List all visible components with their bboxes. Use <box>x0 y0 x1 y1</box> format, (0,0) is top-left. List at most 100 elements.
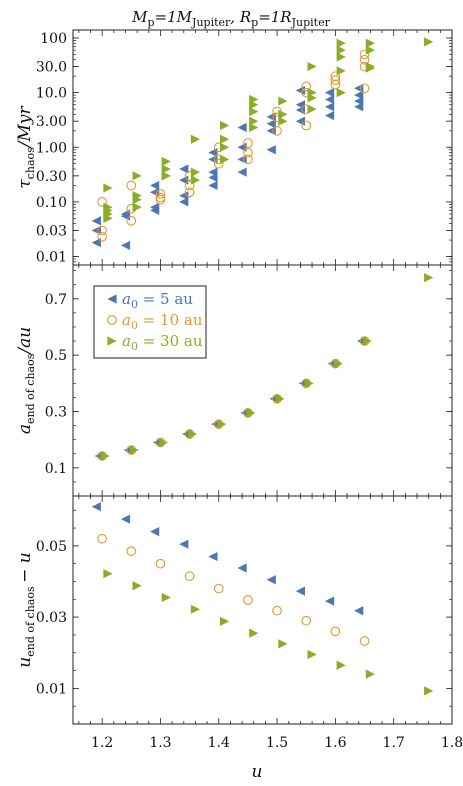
data-point <box>354 96 364 106</box>
data-point <box>249 94 259 105</box>
data-point <box>179 191 189 201</box>
data-point <box>336 52 346 62</box>
data-point <box>184 180 195 191</box>
data-point <box>246 408 256 418</box>
data-point <box>187 429 198 439</box>
data-point <box>155 192 166 203</box>
data-point <box>336 38 346 48</box>
data-point <box>126 180 137 191</box>
data-point <box>354 90 364 100</box>
data-point <box>91 502 101 512</box>
data-point <box>324 596 335 606</box>
y-tick-label: 10.0 <box>36 86 67 102</box>
data-point <box>126 546 137 557</box>
data-point <box>275 394 285 404</box>
data-point <box>126 215 137 226</box>
data-point <box>307 649 317 660</box>
x-tick-label: 1.6 <box>324 735 346 751</box>
y-tick-label: 0.3 <box>45 404 67 420</box>
data-point <box>304 378 314 388</box>
data-point <box>161 156 171 167</box>
y-tick-label: 0.1 <box>45 461 67 477</box>
data-point <box>132 191 142 201</box>
panel-tau-chaos: 0.01 0.03 0.10 0.30 1.00 3.00 10.0 30.0 100 τchao… <box>15 29 453 266</box>
data-point <box>179 539 189 549</box>
figure-title: Mp=1MJupiter, Rp=1RJupiter <box>131 8 330 29</box>
data-point <box>190 604 201 614</box>
data-point <box>336 66 346 76</box>
data-point <box>155 558 166 569</box>
series-tri-right <box>100 273 434 461</box>
figure-title-text: Mp=1MJupiter, Rp=1RJupiter <box>131 8 330 29</box>
x-tick-label: 1.3 <box>149 735 171 751</box>
data-point <box>220 616 230 626</box>
data-point <box>97 197 108 207</box>
data-point <box>359 54 370 65</box>
legend-entry: a0 = 5 au <box>122 290 193 311</box>
data-point <box>190 175 201 185</box>
data-point <box>295 586 305 596</box>
data-point <box>424 37 434 47</box>
data-point <box>278 96 288 106</box>
data-point <box>424 686 434 696</box>
data-point <box>161 592 171 603</box>
data-point <box>272 605 282 616</box>
data-point <box>324 102 335 112</box>
y-axis-label: aend of chaos/au <box>15 327 37 434</box>
data-point <box>150 527 160 537</box>
data-point <box>161 164 171 174</box>
data-point <box>336 88 346 98</box>
series-tri-right <box>103 37 434 223</box>
x-tick-label: 1.4 <box>208 735 230 751</box>
data-point <box>179 197 189 207</box>
data-point <box>91 237 101 248</box>
x-axis: 1.2 1.3 1.4 1.5 1.6 1.7 1.8 <box>91 735 463 751</box>
data-point <box>97 231 108 242</box>
data-point <box>359 49 370 60</box>
data-point <box>272 112 282 123</box>
data-point <box>184 170 195 181</box>
data-point <box>237 122 247 133</box>
data-point <box>190 134 201 144</box>
data-point <box>208 551 218 562</box>
series-tri-left <box>91 502 364 616</box>
data-point <box>103 202 113 212</box>
data-point <box>359 636 370 646</box>
data-point <box>301 120 312 131</box>
series-circle <box>97 533 370 646</box>
data-point <box>266 575 276 585</box>
series-tri-right <box>103 569 434 696</box>
data-point <box>424 273 434 283</box>
y-tick-label: 30.0 <box>36 60 67 76</box>
x-tick-label: 1.5 <box>266 735 288 751</box>
data-point <box>220 134 230 144</box>
data-point <box>161 171 171 181</box>
y-tick-label: 0.5 <box>45 348 67 364</box>
series-circle <box>97 49 370 242</box>
data-point <box>120 240 131 250</box>
data-point <box>243 138 253 148</box>
data-point <box>243 154 253 165</box>
data-point <box>217 419 227 429</box>
data-point <box>301 81 312 92</box>
data-point <box>100 451 110 461</box>
data-point <box>103 183 113 193</box>
legend-marker <box>107 315 117 325</box>
data-point <box>295 116 305 126</box>
data-point <box>330 75 341 85</box>
data-point <box>249 628 259 638</box>
data-point <box>324 110 335 121</box>
data-point <box>249 106 259 117</box>
data-point <box>208 167 218 177</box>
data-point <box>150 180 160 191</box>
y-tick-label: 0.05 <box>36 539 67 555</box>
data-point <box>324 88 335 98</box>
x-tick-label: 1.2 <box>91 735 113 751</box>
x-axis-label: u <box>252 762 263 782</box>
data-point <box>179 175 189 185</box>
data-point <box>220 120 230 131</box>
y-tick-label: 0.01 <box>36 250 67 266</box>
data-point <box>213 158 224 169</box>
data-point <box>237 167 247 177</box>
data-point <box>278 109 288 119</box>
